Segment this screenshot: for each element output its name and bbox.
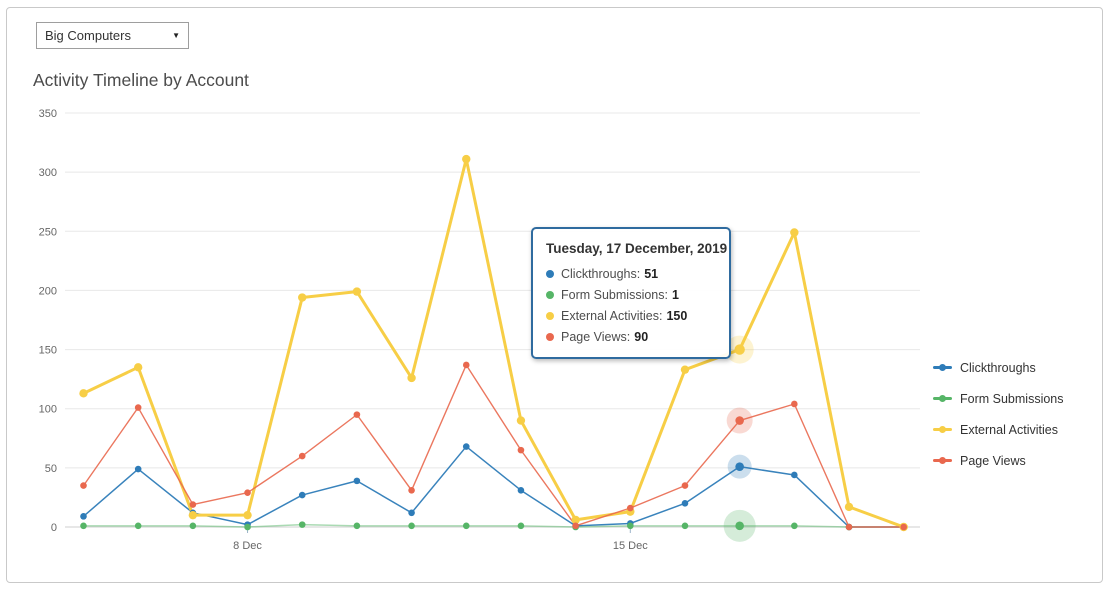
account-dropdown[interactable]: Big Computers ▼ (36, 22, 189, 49)
series-dot-icon (546, 270, 554, 278)
tooltip-row-external-activities: External Activities: 150 (546, 309, 716, 323)
tooltip-series-label: External Activities: (561, 309, 663, 323)
tooltip-series-value: 1 (671, 288, 679, 302)
tooltip-series-label: Page Views: (561, 330, 631, 344)
account-dropdown-value: Big Computers (45, 28, 131, 43)
chart-tooltip: Tuesday, 17 December, 2019 Clickthroughs… (531, 227, 731, 359)
legend-item-external-activities[interactable]: External Activities (933, 414, 1064, 445)
legend-line-dot-icon (933, 363, 952, 372)
tooltip-date: Tuesday, 17 December, 2019 (546, 241, 728, 256)
svg-text:0: 0 (51, 522, 57, 534)
svg-text:200: 200 (39, 285, 57, 297)
legend-label: Page Views (960, 453, 1026, 468)
legend-item-page-views[interactable]: Page Views (933, 445, 1064, 476)
legend-line-dot-icon (933, 456, 952, 465)
legend-item-clickthroughs[interactable]: Clickthroughs (933, 352, 1064, 383)
svg-text:15 Dec: 15 Dec (613, 540, 648, 552)
tooltip-row-page-views: Page Views: 90 (546, 330, 716, 344)
series-dot-icon (546, 312, 554, 320)
tooltip-series-value: 51 (644, 267, 659, 281)
chart-title: Activity Timeline by Account (33, 70, 249, 90)
tooltip-series-label: Form Submissions: (561, 288, 668, 302)
tooltip-series-value: 90 (634, 330, 649, 344)
series-dot-icon (546, 291, 554, 299)
legend-label: Form Submissions (960, 391, 1064, 406)
tooltip-row-form-submissions: Form Submissions: 1 (546, 288, 716, 302)
legend-line-dot-icon (933, 425, 952, 434)
legend-line-dot-icon (933, 394, 952, 403)
tooltip-row-clickthroughs: Clickthroughs: 51 (546, 267, 716, 281)
chart-legend: Clickthroughs Form Submissions External … (933, 352, 1064, 476)
svg-text:250: 250 (39, 226, 57, 238)
tooltip-series-label: Clickthroughs: (561, 267, 641, 281)
svg-text:8 Dec: 8 Dec (233, 540, 262, 552)
legend-label: External Activities (960, 422, 1058, 437)
svg-text:150: 150 (39, 345, 57, 357)
svg-text:100: 100 (39, 404, 57, 416)
legend-item-form-submissions[interactable]: Form Submissions (933, 383, 1064, 414)
legend-label: Clickthroughs (960, 360, 1036, 375)
svg-text:350: 350 (39, 108, 57, 120)
tooltip-series-value: 150 (666, 309, 688, 323)
series-dot-icon (546, 333, 554, 341)
svg-text:300: 300 (39, 167, 57, 179)
svg-text:50: 50 (45, 463, 57, 475)
chevron-down-icon: ▼ (172, 31, 180, 40)
